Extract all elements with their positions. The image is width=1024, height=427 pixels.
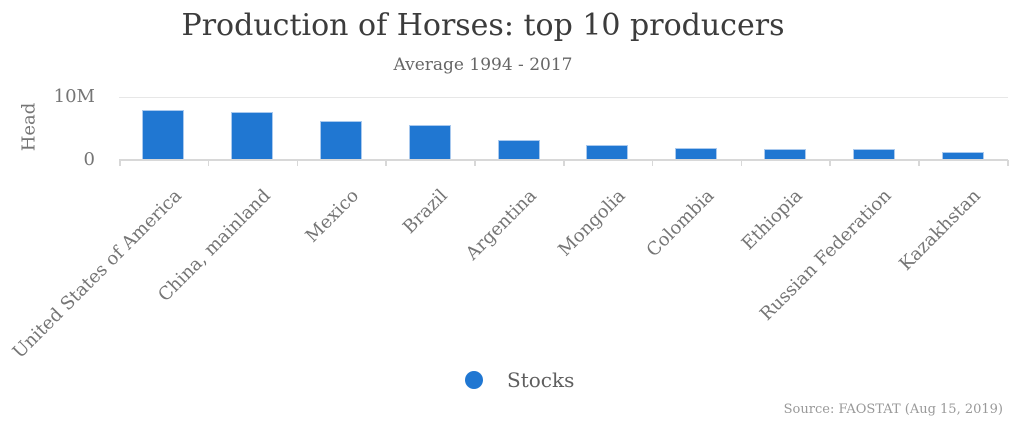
bar-china-mainland[interactable] <box>231 112 274 159</box>
y-tick-label-10m: 10M <box>53 86 95 107</box>
x-axis-line <box>119 159 1008 161</box>
legend-marker-icon[interactable] <box>465 371 483 389</box>
bar-colombia[interactable] <box>675 148 718 159</box>
bar-mongolia[interactable] <box>586 145 629 159</box>
x-axis-tick <box>829 160 831 166</box>
bar-kazakhstan[interactable] <box>941 151 984 159</box>
bar-russian-federation[interactable] <box>852 149 895 159</box>
bar-ethiopia[interactable] <box>764 149 806 159</box>
source-credit: Source: FAOSTAT (Aug 15, 2019) <box>783 402 1003 417</box>
x-axis-tick <box>385 160 387 166</box>
x-label-kazakhstan: Kazakhstan <box>895 185 985 275</box>
x-label-mongolia: Mongolia <box>554 185 630 261</box>
x-axis-tick <box>474 160 476 166</box>
x-axis-tick <box>651 160 654 166</box>
bar-argentina[interactable] <box>497 140 540 159</box>
y-tick-label-0: 0 <box>83 149 95 170</box>
x-label-mexico: Mexico <box>301 185 364 247</box>
legend-label[interactable]: Stocks <box>507 368 575 392</box>
y-axis-title: Head <box>18 102 40 152</box>
legend-item-stocks[interactable]: Stocks <box>465 368 574 392</box>
x-label-united-states-of-america: United States of America <box>8 185 186 363</box>
x-label-colombia: Colombia <box>642 185 719 262</box>
chart-title: Production of Horses: top 10 producers <box>181 8 785 43</box>
x-axis-tick <box>563 160 565 166</box>
x-axis-tick <box>740 160 743 166</box>
gridline-10m <box>119 97 1008 98</box>
bar-brazil[interactable] <box>408 124 451 159</box>
bar-mexico[interactable] <box>320 120 362 159</box>
bar-united-states-of-america[interactable] <box>142 110 185 159</box>
chart-subtitle: Average 1994 - 2017 <box>393 55 573 75</box>
x-label-argentina: Argentina <box>461 185 541 265</box>
x-label-brazil: Brazil <box>399 185 452 239</box>
x-axis-tick <box>1007 160 1009 166</box>
x-axis-tick <box>296 160 299 166</box>
x-axis-tick <box>207 160 210 166</box>
x-axis-tick <box>119 160 121 166</box>
x-label-ethiopia: Ethiopia <box>738 185 808 255</box>
x-axis-tick <box>918 160 920 166</box>
